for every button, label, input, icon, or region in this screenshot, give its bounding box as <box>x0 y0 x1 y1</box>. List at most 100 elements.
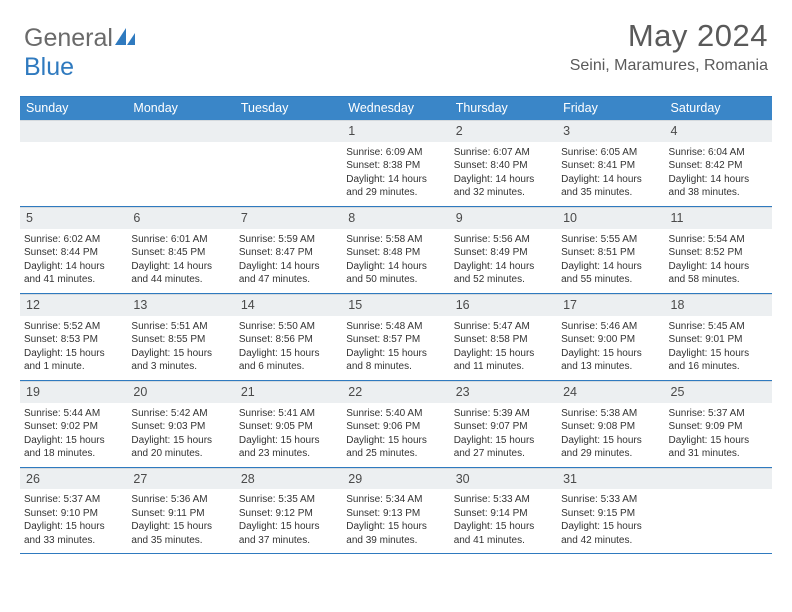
sunset-text: Sunset: 9:14 PM <box>454 507 553 521</box>
weekday-header: Sunday <box>20 97 127 120</box>
day-number: 24 <box>557 381 664 403</box>
sunrise-text: Sunrise: 5:35 AM <box>239 493 338 507</box>
empty-cell <box>20 120 127 206</box>
sunset-text: Sunset: 9:15 PM <box>561 507 660 521</box>
sunset-text: Sunset: 9:09 PM <box>669 420 768 434</box>
day-number: 19 <box>20 381 127 403</box>
sunrise-text: Sunrise: 6:01 AM <box>131 233 230 247</box>
day-number: 27 <box>127 468 234 490</box>
sunrise-text: Sunrise: 6:07 AM <box>454 146 553 160</box>
daylight-line-2: and 27 minutes. <box>454 447 553 461</box>
day-number: 8 <box>342 207 449 229</box>
sunset-text: Sunset: 8:47 PM <box>239 246 338 260</box>
day-number: 26 <box>20 468 127 490</box>
sunrise-text: Sunrise: 5:42 AM <box>131 407 230 421</box>
daylight-line-1: Daylight: 14 hours <box>131 260 230 274</box>
brand-text: General Blue <box>24 24 137 82</box>
day-number: 28 <box>235 468 342 490</box>
daylight-line-1: Daylight: 14 hours <box>561 260 660 274</box>
day-cell: 6Sunrise: 6:01 AMSunset: 8:45 PMDaylight… <box>127 207 234 293</box>
sunset-text: Sunset: 9:13 PM <box>346 507 445 521</box>
location-text: Seini, Maramures, Romania <box>570 57 768 75</box>
week-row: 5Sunrise: 6:02 AMSunset: 8:44 PMDaylight… <box>20 207 772 294</box>
sunset-text: Sunset: 8:41 PM <box>561 159 660 173</box>
sunrise-text: Sunrise: 5:58 AM <box>346 233 445 247</box>
day-cell: 25Sunrise: 5:37 AMSunset: 9:09 PMDayligh… <box>665 381 772 467</box>
day-cell: 20Sunrise: 5:42 AMSunset: 9:03 PMDayligh… <box>127 381 234 467</box>
day-cell: 15Sunrise: 5:48 AMSunset: 8:57 PMDayligh… <box>342 294 449 380</box>
day-number <box>665 468 772 490</box>
day-number: 4 <box>665 120 772 142</box>
brand-name-1: General <box>24 24 113 52</box>
week-row: 1Sunrise: 6:09 AMSunset: 8:38 PMDaylight… <box>20 120 772 207</box>
day-number: 17 <box>557 294 664 316</box>
sunset-text: Sunset: 8:49 PM <box>454 246 553 260</box>
sunrise-text: Sunrise: 5:46 AM <box>561 320 660 334</box>
daylight-line-1: Daylight: 14 hours <box>454 173 553 187</box>
day-cell: 28Sunrise: 5:35 AMSunset: 9:12 PMDayligh… <box>235 468 342 554</box>
sail-icon <box>115 24 137 53</box>
sunrise-text: Sunrise: 5:44 AM <box>24 407 123 421</box>
day-number: 16 <box>450 294 557 316</box>
sunset-text: Sunset: 9:07 PM <box>454 420 553 434</box>
day-number <box>20 120 127 142</box>
brand-name-2: Blue <box>24 53 74 81</box>
daylight-line-1: Daylight: 15 hours <box>346 434 445 448</box>
day-number: 14 <box>235 294 342 316</box>
sunset-text: Sunset: 8:42 PM <box>669 159 768 173</box>
daylight-line-2: and 23 minutes. <box>239 447 338 461</box>
day-cell: 11Sunrise: 5:54 AMSunset: 8:52 PMDayligh… <box>665 207 772 293</box>
daylight-line-2: and 35 minutes. <box>561 186 660 200</box>
sunrise-text: Sunrise: 5:51 AM <box>131 320 230 334</box>
day-number: 15 <box>342 294 449 316</box>
sunrise-text: Sunrise: 5:33 AM <box>454 493 553 507</box>
daylight-line-1: Daylight: 15 hours <box>239 520 338 534</box>
day-number: 3 <box>557 120 664 142</box>
sunset-text: Sunset: 8:57 PM <box>346 333 445 347</box>
sunset-text: Sunset: 8:58 PM <box>454 333 553 347</box>
sunrise-text: Sunrise: 5:41 AM <box>239 407 338 421</box>
sunset-text: Sunset: 8:48 PM <box>346 246 445 260</box>
daylight-line-2: and 29 minutes. <box>561 447 660 461</box>
calendar-grid: SundayMondayTuesdayWednesdayThursdayFrid… <box>20 96 772 554</box>
sunset-text: Sunset: 9:00 PM <box>561 333 660 347</box>
day-cell: 14Sunrise: 5:50 AMSunset: 8:56 PMDayligh… <box>235 294 342 380</box>
sunrise-text: Sunrise: 5:56 AM <box>454 233 553 247</box>
sunset-text: Sunset: 8:38 PM <box>346 159 445 173</box>
day-number: 13 <box>127 294 234 316</box>
day-number: 9 <box>450 207 557 229</box>
weekday-header: Tuesday <box>235 97 342 120</box>
daylight-line-2: and 35 minutes. <box>131 534 230 548</box>
brand-logo: General Blue <box>24 24 137 82</box>
weekday-header: Saturday <box>665 97 772 120</box>
daylight-line-2: and 29 minutes. <box>346 186 445 200</box>
daylight-line-1: Daylight: 15 hours <box>24 520 123 534</box>
header: General Blue May 2024 Seini, Maramures, … <box>0 0 792 90</box>
weekday-header: Thursday <box>450 97 557 120</box>
daylight-line-1: Daylight: 15 hours <box>561 520 660 534</box>
daylight-line-1: Daylight: 15 hours <box>131 347 230 361</box>
day-cell: 26Sunrise: 5:37 AMSunset: 9:10 PMDayligh… <box>20 468 127 554</box>
daylight-line-1: Daylight: 15 hours <box>239 434 338 448</box>
sunset-text: Sunset: 9:02 PM <box>24 420 123 434</box>
title-block: May 2024 Seini, Maramures, Romania <box>570 18 768 75</box>
day-number: 2 <box>450 120 557 142</box>
daylight-line-2: and 52 minutes. <box>454 273 553 287</box>
daylight-line-2: and 38 minutes. <box>669 186 768 200</box>
sunrise-text: Sunrise: 5:55 AM <box>561 233 660 247</box>
day-number: 12 <box>20 294 127 316</box>
daylight-line-1: Daylight: 15 hours <box>24 347 123 361</box>
daylight-line-1: Daylight: 15 hours <box>561 434 660 448</box>
daylight-line-2: and 37 minutes. <box>239 534 338 548</box>
daylight-line-1: Daylight: 15 hours <box>454 434 553 448</box>
daylight-line-1: Daylight: 15 hours <box>131 434 230 448</box>
day-number: 10 <box>557 207 664 229</box>
daylight-line-1: Daylight: 15 hours <box>454 347 553 361</box>
daylight-line-1: Daylight: 15 hours <box>346 520 445 534</box>
daylight-line-2: and 11 minutes. <box>454 360 553 374</box>
day-number: 30 <box>450 468 557 490</box>
sunrise-text: Sunrise: 5:52 AM <box>24 320 123 334</box>
day-number: 31 <box>557 468 664 490</box>
daylight-line-2: and 41 minutes. <box>24 273 123 287</box>
day-cell: 8Sunrise: 5:58 AMSunset: 8:48 PMDaylight… <box>342 207 449 293</box>
